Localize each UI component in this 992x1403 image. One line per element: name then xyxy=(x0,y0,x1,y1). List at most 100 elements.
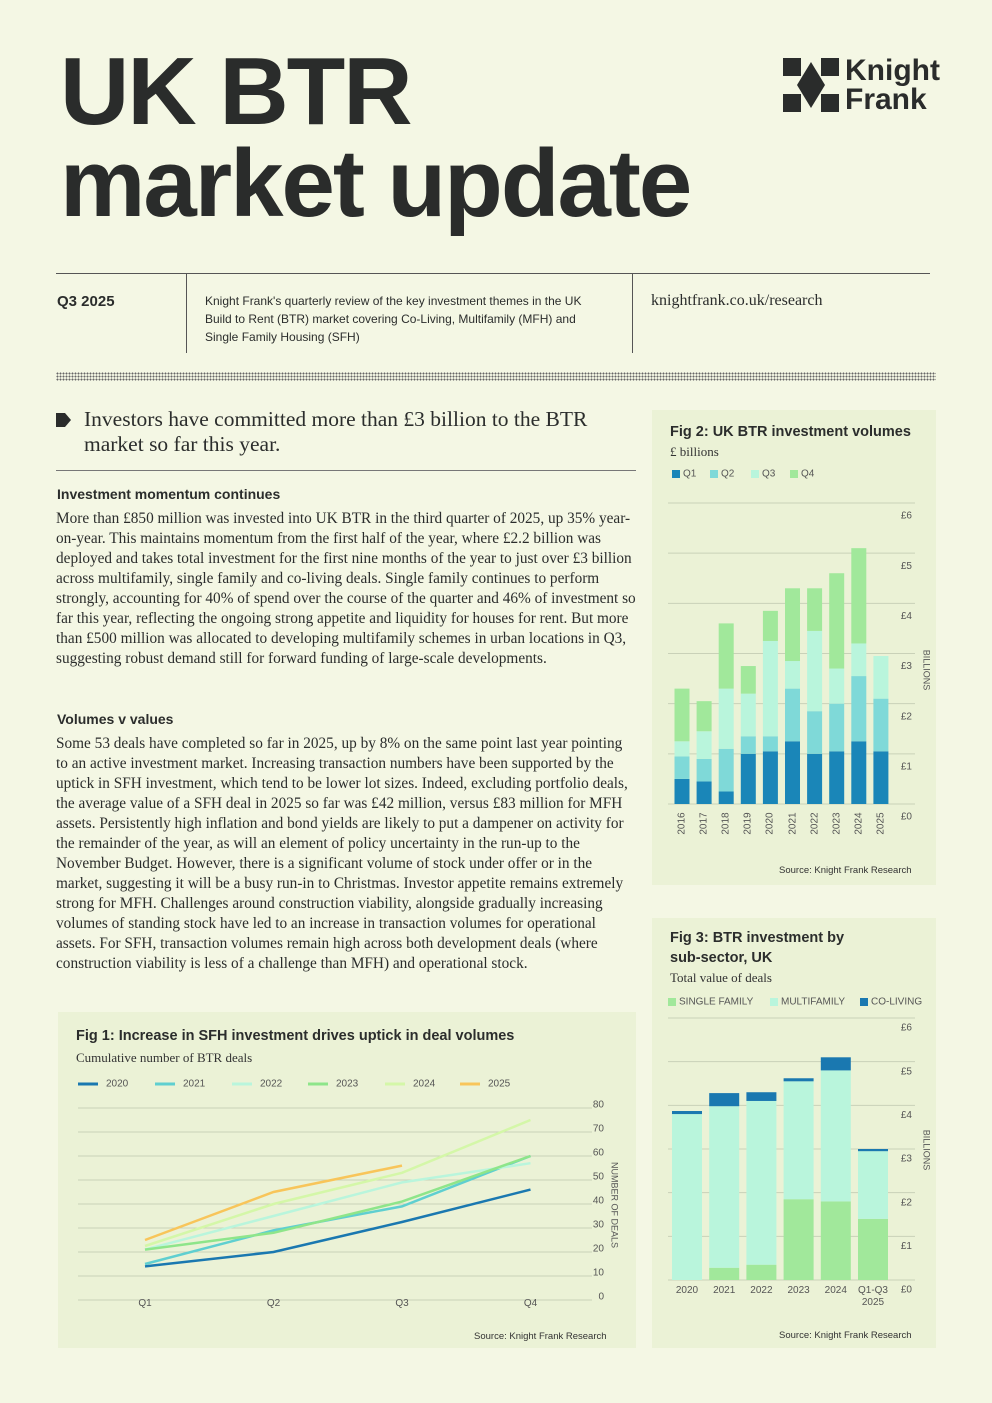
x-tick-label: 2018 xyxy=(720,812,732,835)
bar-segment xyxy=(709,1093,740,1107)
bar-segment xyxy=(696,731,712,759)
x-tick-label: 2020 xyxy=(764,812,776,835)
y-tick-label: £6 xyxy=(901,1023,913,1034)
logo-line: Frank xyxy=(845,83,927,116)
bar-segment xyxy=(696,701,712,732)
bar-segment xyxy=(718,791,734,804)
figure-title: Fig 3: BTR investment by sub-sector, UK xyxy=(670,930,845,966)
bar-segment xyxy=(858,1149,888,1152)
y-tick-label: £3 xyxy=(901,661,913,672)
logo-text: Knight Frank xyxy=(845,56,940,116)
chart: £0 £1 £2 £3 £4 £5 £6 BILLIONS Q1 Q2 Q3 Q4 xyxy=(668,469,932,823)
bar-segment xyxy=(807,630,823,712)
bar-segment xyxy=(873,698,889,752)
line-series xyxy=(144,1188,531,1268)
x-tick-label: Q4 xyxy=(523,1298,538,1309)
y-tick-label: £5 xyxy=(901,561,913,572)
legend-label: 2020 xyxy=(106,1079,129,1090)
y-tick-label: £3 xyxy=(901,1154,913,1165)
bar-segment xyxy=(829,573,845,669)
bar-segment xyxy=(674,741,690,757)
legend-label: 2023 xyxy=(336,1079,359,1090)
bar-segment xyxy=(696,758,712,782)
y-tick-label: £0 xyxy=(901,812,913,823)
bar-segment xyxy=(709,1106,740,1268)
y-tick-label: 40 xyxy=(593,1196,605,1207)
bullet-icon xyxy=(56,413,71,427)
line-series xyxy=(144,1164,403,1242)
paragraph: Some 53 deals have completed so far in 2… xyxy=(56,735,628,972)
url: knightfrank.co.uk/research xyxy=(651,292,823,309)
legend-label: Q3 xyxy=(762,469,776,480)
y-tick-label: £2 xyxy=(901,1197,913,1208)
dotted-band xyxy=(56,372,936,381)
bar-segment xyxy=(746,1100,777,1265)
figure-subtitle: Total value of deals xyxy=(670,970,772,985)
x-tick-label: Q3 xyxy=(395,1298,409,1309)
bar-segment xyxy=(746,1264,777,1280)
rule xyxy=(56,470,636,471)
source: Source: Knight Frank Research xyxy=(474,1331,607,1342)
divider xyxy=(632,273,633,353)
legend-label: Q1 xyxy=(683,469,697,480)
x-tick-label: Q2 xyxy=(266,1298,281,1309)
x-tick-label: 2017 xyxy=(698,812,710,835)
x-tick-label: 2019 xyxy=(742,812,754,835)
bar-segment xyxy=(674,756,690,779)
axis-label: BILLIONS xyxy=(922,1130,932,1171)
y-tick-label: 80 xyxy=(593,1100,605,1111)
bar-segment xyxy=(820,1070,851,1202)
title-line: UK BTR xyxy=(60,38,413,145)
logo-icon xyxy=(783,58,839,112)
legend-label: SINGLE FAMILY xyxy=(679,997,754,1008)
description: Knight Frank's quarterly review of the k… xyxy=(205,294,582,344)
bar-segment xyxy=(674,688,690,742)
legend-label: MULTIFAMILY xyxy=(781,997,845,1008)
y-tick-label: 20 xyxy=(593,1244,605,1255)
figure-subtitle: £ billions xyxy=(670,444,719,459)
bar-segment xyxy=(785,741,800,804)
legend-label: Q2 xyxy=(721,469,735,480)
bar-segment xyxy=(807,753,823,804)
x-tick-label: 2022 xyxy=(750,1285,773,1296)
y-tick-label: £4 xyxy=(901,1110,913,1121)
legend-label: CO-LIVING xyxy=(871,997,922,1008)
paragraph: More than £850 million was invested into… xyxy=(56,510,636,667)
bar-segment xyxy=(783,1081,814,1200)
bar-segment xyxy=(851,643,867,677)
x-tick-label: 2025 xyxy=(875,812,887,835)
bar-segment xyxy=(762,640,778,737)
bar-segment xyxy=(762,610,778,641)
legend-swatch xyxy=(668,998,676,1006)
bar-segment xyxy=(873,656,889,699)
bar-segment xyxy=(873,751,889,804)
quarter: Q3 2025 xyxy=(57,293,115,310)
legend-swatch xyxy=(672,470,680,478)
bar-segment xyxy=(740,666,756,694)
figure-subtitle: Cumulative number of BTR deals xyxy=(76,1050,253,1065)
bar-segment xyxy=(696,781,712,804)
bar-segment xyxy=(709,1267,740,1280)
figure-title: Fig 1: Increase in SFH investment drives… xyxy=(76,1028,515,1044)
legend-swatch xyxy=(790,470,798,478)
axis-label: NUMBER OF DEALS xyxy=(610,1162,620,1248)
line-series xyxy=(144,1118,531,1248)
bar-segment xyxy=(851,741,867,804)
legend-label: 2021 xyxy=(183,1079,206,1090)
title: UK BTR market update xyxy=(60,38,692,232)
legend-swatch xyxy=(710,470,718,478)
bar-segment xyxy=(762,751,778,804)
legend-label: 2025 xyxy=(488,1079,511,1090)
bar-segment xyxy=(718,748,734,792)
y-tick-label: £1 xyxy=(901,761,913,772)
bar-segment xyxy=(785,588,800,662)
y-tick-label: 50 xyxy=(593,1172,605,1183)
y-tick-label: 30 xyxy=(593,1220,605,1231)
intro: Investors have committed more than £3 bi… xyxy=(84,407,588,456)
bar-segment xyxy=(674,778,690,804)
bar-segment xyxy=(740,693,756,737)
section-heading: Investment momentum continues xyxy=(57,486,281,502)
bar-segment xyxy=(858,1151,888,1219)
x-tick-label: 2023 xyxy=(831,812,843,835)
